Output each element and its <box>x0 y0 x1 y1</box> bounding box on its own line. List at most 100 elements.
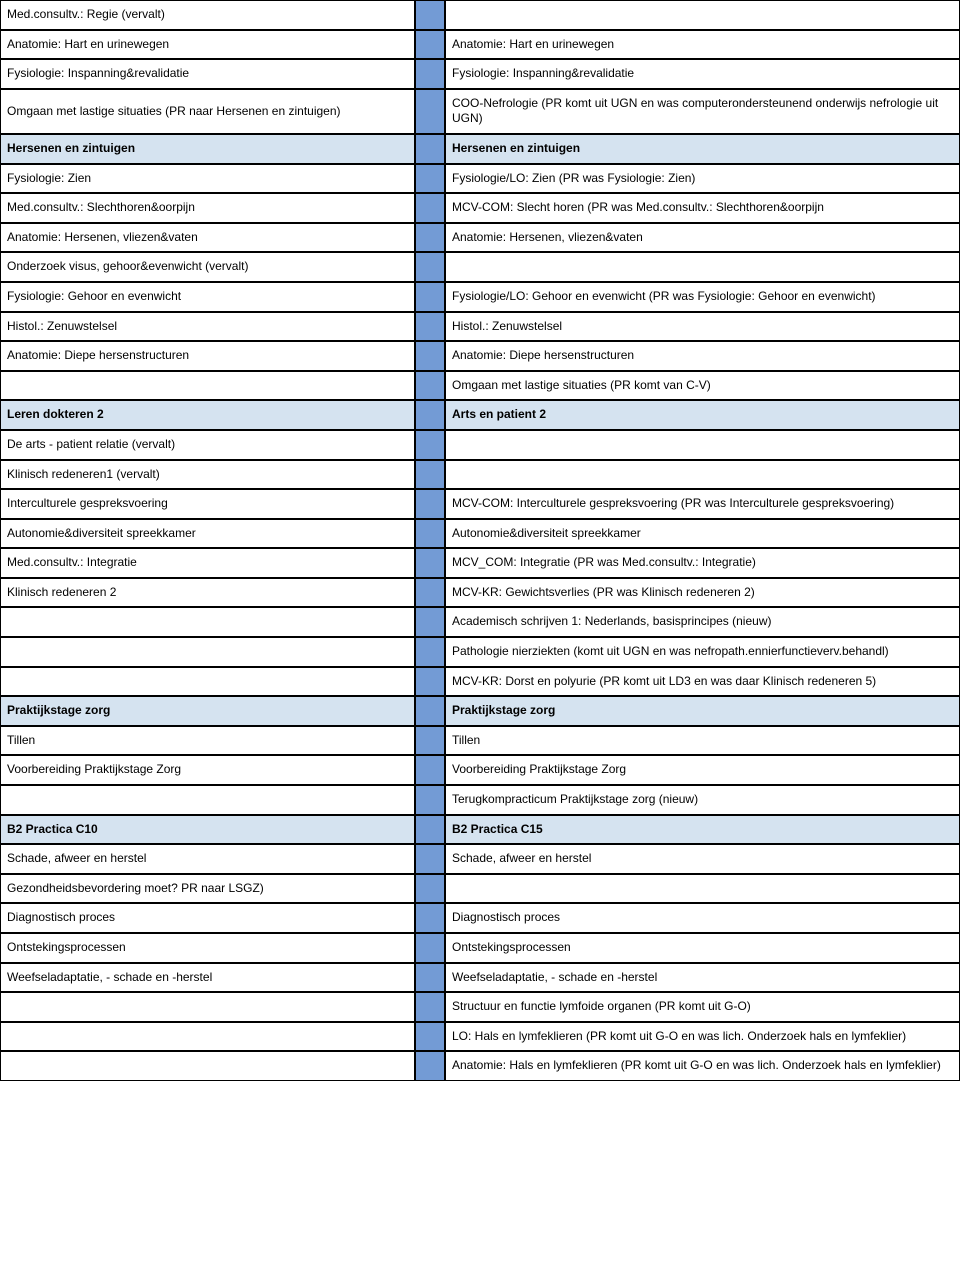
cell-separator <box>415 59 445 89</box>
table-row: Anatomie: Hals en lymfeklieren (PR komt … <box>0 1051 960 1081</box>
cell-left: Hersenen en zintuigen <box>0 134 415 164</box>
cell-separator <box>415 164 445 194</box>
cell-left <box>0 637 415 667</box>
table-row: Klinisch redeneren1 (vervalt) <box>0 460 960 490</box>
cell-separator <box>415 726 445 756</box>
cell-separator <box>415 193 445 223</box>
cell-right <box>445 252 960 282</box>
cell-right: Hersenen en zintuigen <box>445 134 960 164</box>
table-row: Structuur en functie lymfoide organen (P… <box>0 992 960 1022</box>
table-row: Onderzoek visus, gehoor&evenwicht (verva… <box>0 252 960 282</box>
cell-separator <box>415 252 445 282</box>
table-row: B2 Practica C10B2 Practica C15 <box>0 815 960 845</box>
cell-separator <box>415 844 445 874</box>
table-row: Praktijkstage zorgPraktijkstage zorg <box>0 696 960 726</box>
cell-right: MCV_COM: Integratie (PR was Med.consultv… <box>445 548 960 578</box>
cell-separator <box>415 1051 445 1081</box>
cell-left <box>0 785 415 815</box>
table-row: Omgaan met lastige situaties (PR naar He… <box>0 89 960 134</box>
cell-left <box>0 371 415 401</box>
cell-separator <box>415 578 445 608</box>
cell-left: Klinisch redeneren 2 <box>0 578 415 608</box>
cell-separator <box>415 696 445 726</box>
cell-left: Onderzoek visus, gehoor&evenwicht (verva… <box>0 252 415 282</box>
cell-left: Interculturele gespreksvoering <box>0 489 415 519</box>
cell-separator <box>415 89 445 134</box>
cell-left: Praktijkstage zorg <box>0 696 415 726</box>
table-row: De arts - patient relatie (vervalt) <box>0 430 960 460</box>
table-row: Med.consultv.: Integratie MCV_COM: Integr… <box>0 548 960 578</box>
cell-right: LO: Hals en lymfeklieren (PR komt uit G-… <box>445 1022 960 1052</box>
cell-right: Ontstekingsprocessen <box>445 933 960 963</box>
cell-right: Autonomie&diversiteit spreekkamer <box>445 519 960 549</box>
cell-right: MCV-KR: Dorst en polyurie (PR komt uit L… <box>445 667 960 697</box>
cell-left: Ontstekingsprocessen <box>0 933 415 963</box>
cell-separator <box>415 992 445 1022</box>
cell-right: Anatomie: Hart en urinewegen <box>445 30 960 60</box>
cell-right <box>445 874 960 904</box>
cell-right <box>445 0 960 30</box>
cell-separator <box>415 874 445 904</box>
cell-right: Arts en patient 2 <box>445 400 960 430</box>
cell-separator <box>415 755 445 785</box>
cell-right: Terugkompracticum Praktijkstage zorg (ni… <box>445 785 960 815</box>
cell-right: Anatomie: Hals en lymfeklieren (PR komt … <box>445 1051 960 1081</box>
table-row: Fysiologie: ZienFysiologie/LO: Zien (PR … <box>0 164 960 194</box>
table-row: Fysiologie: Gehoor en evenwichtFysiologi… <box>0 282 960 312</box>
cell-separator <box>415 282 445 312</box>
cell-separator <box>415 963 445 993</box>
cell-left: Anatomie: Hersenen, vliezen&vaten <box>0 223 415 253</box>
cell-left: Gezondheidsbevordering moet? PR naar LSG… <box>0 874 415 904</box>
table-row: Ontstekingsprocessen Ontstekingsprocessen <box>0 933 960 963</box>
table-row: Anatomie: Hart en urinewegen Anatomie: Ha… <box>0 30 960 60</box>
cell-separator <box>415 903 445 933</box>
table-row: Weefseladaptatie, - schade en -herstelWe… <box>0 963 960 993</box>
table-row: Terugkompracticum Praktijkstage zorg (ni… <box>0 785 960 815</box>
cell-left: Fysiologie: Zien <box>0 164 415 194</box>
cell-right: Diagnostisch proces <box>445 903 960 933</box>
cell-separator <box>415 519 445 549</box>
cell-left: Histol.: Zenuwstelsel <box>0 312 415 342</box>
cell-left <box>0 607 415 637</box>
cell-right: Voorbereiding Praktijkstage Zorg <box>445 755 960 785</box>
cell-left: B2 Practica C10 <box>0 815 415 845</box>
table-row: Leren dokteren 2 Arts en patient 2 <box>0 400 960 430</box>
cell-separator <box>415 223 445 253</box>
cell-right: Pathologie nierziekten (komt uit UGN en … <box>445 637 960 667</box>
table-row: LO: Hals en lymfeklieren (PR komt uit G-… <box>0 1022 960 1052</box>
cell-separator <box>415 371 445 401</box>
table-row: Autonomie&diversiteit spreekkamer Autonom… <box>0 519 960 549</box>
cell-left: Med.consultv.: Regie (vervalt) <box>0 0 415 30</box>
cell-left: Omgaan met lastige situaties (PR naar He… <box>0 89 415 134</box>
cell-separator <box>415 1022 445 1052</box>
cell-left <box>0 992 415 1022</box>
cell-left: Anatomie: Diepe hersenstructuren <box>0 341 415 371</box>
cell-separator <box>415 341 445 371</box>
cell-left <box>0 667 415 697</box>
cell-right: Schade, afweer en herstel <box>445 844 960 874</box>
cell-right <box>445 430 960 460</box>
cell-separator <box>415 430 445 460</box>
cell-left: Med.consultv.: Integratie <box>0 548 415 578</box>
cell-separator <box>415 30 445 60</box>
table-row: Academisch schrijven 1: Nederlands, basi… <box>0 607 960 637</box>
cell-right: Anatomie: Diepe hersenstructuren <box>445 341 960 371</box>
cell-right: MCV-KR: Gewichtsverlies (PR was Klinisch… <box>445 578 960 608</box>
cell-left: Med.consultv.: Slechthoren&oorpijn <box>0 193 415 223</box>
cell-right: Academisch schrijven 1: Nederlands, basi… <box>445 607 960 637</box>
cell-separator <box>415 815 445 845</box>
cell-left: Fysiologie: Gehoor en evenwicht <box>0 282 415 312</box>
table-row: Diagnostisch procesDiagnostisch proces <box>0 903 960 933</box>
cell-left: Autonomie&diversiteit spreekkamer <box>0 519 415 549</box>
cell-left: Leren dokteren 2 <box>0 400 415 430</box>
table-row: Hersenen en zintuigen Hersenen en zintuig… <box>0 134 960 164</box>
table-row: Voorbereiding Praktijkstage ZorgVoorbere… <box>0 755 960 785</box>
cell-left: Anatomie: Hart en urinewegen <box>0 30 415 60</box>
cell-right: MCV-COM: Slecht horen (PR was Med.consul… <box>445 193 960 223</box>
table-row: Anatomie: Diepe hersenstructuren Anatomie… <box>0 341 960 371</box>
table-row: Med.consultv.: Slechthoren&oorpijn MCV-CO… <box>0 193 960 223</box>
cell-separator <box>415 0 445 30</box>
cell-separator <box>415 667 445 697</box>
table-row: Fysiologie: Inspanning&revalidatieFysiol… <box>0 59 960 89</box>
cell-right <box>445 460 960 490</box>
